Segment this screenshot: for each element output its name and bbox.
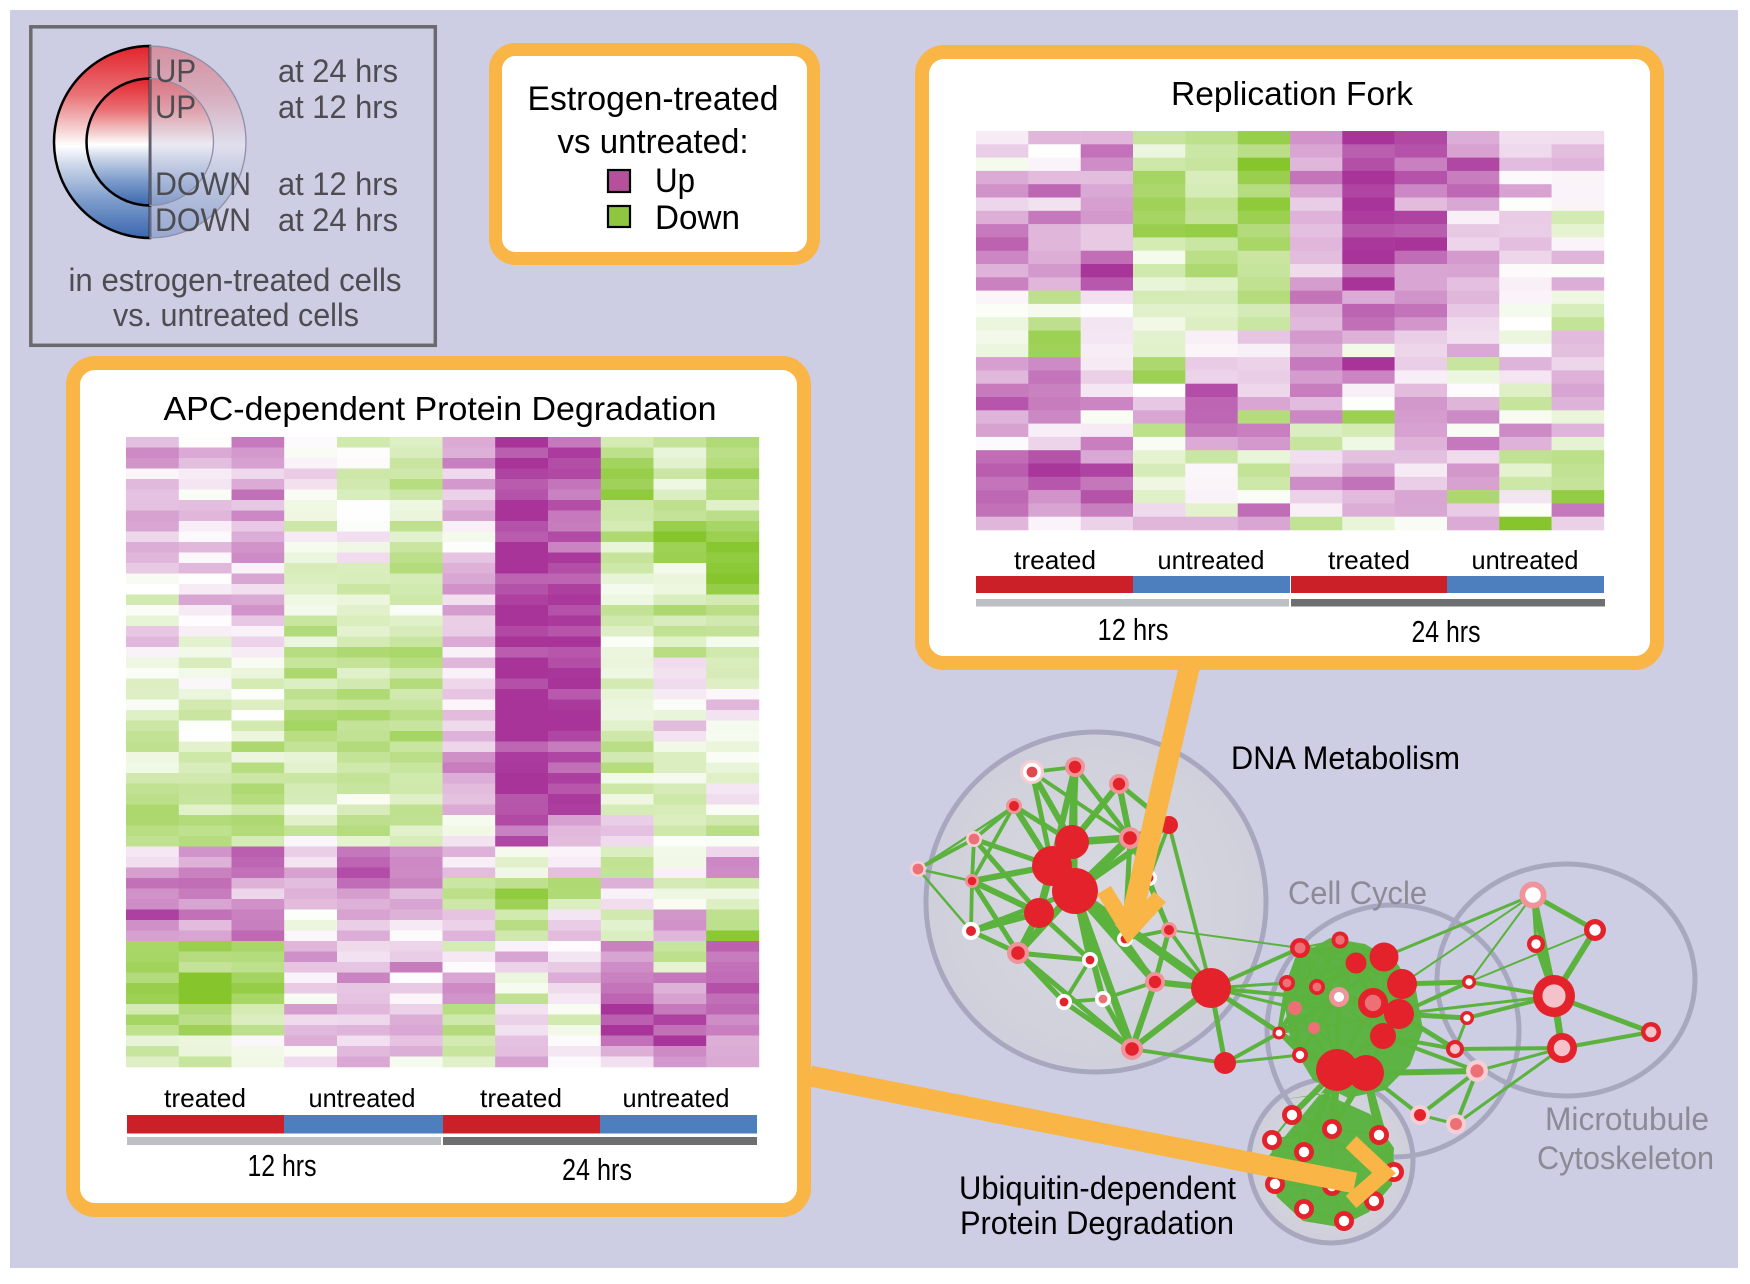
svg-text:untreated: untreated — [1472, 545, 1579, 575]
svg-text:vs untreated:: vs untreated: — [558, 123, 749, 161]
svg-text:Cell Cycle: Cell Cycle — [1288, 875, 1427, 911]
svg-text:in estrogen-treated cells: in estrogen-treated cells — [69, 262, 402, 298]
svg-text:treated: treated — [480, 1083, 562, 1113]
svg-text:Cytoskeleton: Cytoskeleton — [1537, 1140, 1714, 1176]
svg-text:DOWN: DOWN — [155, 166, 251, 202]
svg-text:treated: treated — [164, 1083, 246, 1113]
svg-text:24 hrs: 24 hrs — [562, 1152, 632, 1187]
svg-text:UP: UP — [155, 89, 196, 125]
svg-text:vs. untreated cells: vs. untreated cells — [113, 297, 359, 333]
svg-text:at 12 hrs: at 12 hrs — [278, 166, 398, 202]
svg-text:Up: Up — [655, 162, 695, 200]
svg-text:Replication Fork: Replication Fork — [1171, 75, 1413, 112]
svg-text:Ubiquitin-dependent: Ubiquitin-dependent — [959, 1170, 1236, 1206]
svg-text:UP: UP — [155, 53, 196, 89]
svg-text:at 12 hrs: at 12 hrs — [278, 89, 398, 125]
svg-text:DNA Metabolism: DNA Metabolism — [1231, 740, 1460, 776]
svg-text:12 hrs: 12 hrs — [248, 1148, 317, 1183]
svg-text:APC-dependent Protein Degradat: APC-dependent Protein Degradation — [164, 390, 717, 427]
svg-text:treated: treated — [1328, 545, 1410, 575]
svg-text:Estrogen-treated: Estrogen-treated — [528, 80, 779, 118]
svg-text:DOWN: DOWN — [155, 202, 251, 238]
svg-text:Protein Degradation: Protein Degradation — [960, 1205, 1234, 1241]
svg-text:at 24 hrs: at 24 hrs — [278, 202, 398, 238]
svg-text:12 hrs: 12 hrs — [1098, 612, 1169, 647]
svg-text:treated: treated — [1014, 545, 1096, 575]
svg-text:Microtubule: Microtubule — [1545, 1101, 1709, 1137]
svg-text:untreated: untreated — [1158, 545, 1265, 575]
svg-text:untreated: untreated — [309, 1083, 416, 1113]
svg-text:Down: Down — [655, 199, 740, 237]
svg-text:untreated: untreated — [623, 1083, 730, 1113]
svg-text:24 hrs: 24 hrs — [1412, 614, 1481, 649]
svg-text:at 24 hrs: at 24 hrs — [278, 53, 398, 89]
